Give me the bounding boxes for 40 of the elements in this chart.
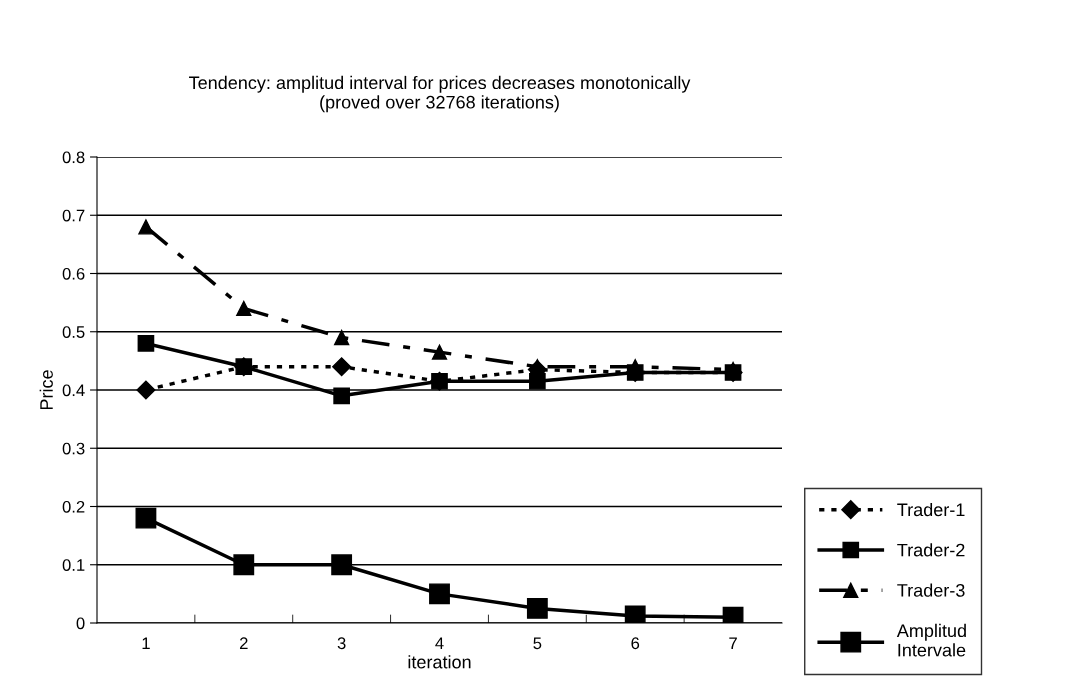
x-tick-label: 3 <box>337 637 346 650</box>
legend-label: Trader-2 <box>897 543 965 557</box>
point <box>235 358 253 376</box>
point <box>136 380 156 400</box>
point <box>334 329 350 346</box>
y-tick-label: 0 <box>76 617 85 630</box>
x-tick-label: 5 <box>533 637 542 650</box>
point <box>331 554 353 576</box>
point <box>236 300 252 317</box>
point <box>429 583 450 605</box>
legend-label: Trader-1 <box>897 502 965 517</box>
point <box>529 372 546 390</box>
x-tick-label: 6 <box>631 637 640 650</box>
y-tick-label: 0.7 <box>62 209 85 222</box>
x-tick-label: 7 <box>729 637 737 649</box>
y-tick-label: 0.1 <box>62 559 85 571</box>
y-tick-label: 0.4 <box>62 384 85 397</box>
point <box>138 219 154 235</box>
point <box>233 554 255 576</box>
x-tick-label: 2 <box>239 637 248 649</box>
chart-title: Tendency: amplitud interval for prices decreases monotonically (proved over 32768 iterations) <box>189 75 691 113</box>
y-tick-label: 0.5 <box>62 326 85 338</box>
point <box>624 605 646 623</box>
y-axis-title: Price <box>39 370 53 410</box>
y-tick-label: 0.8 <box>62 151 85 164</box>
point <box>332 357 352 377</box>
point <box>333 387 350 405</box>
legend-label: Amplitud Intervale <box>896 623 966 657</box>
x-tick-label: 1 <box>142 637 150 649</box>
point <box>135 507 157 529</box>
y-tick-label: 0.3 <box>62 442 85 455</box>
point <box>431 344 448 360</box>
point <box>137 335 155 352</box>
point <box>529 359 545 375</box>
point <box>526 598 548 619</box>
x-tick-label: 4 <box>435 637 444 649</box>
x-axis-title: iteration <box>408 655 471 669</box>
y-tick-label: 0.6 <box>62 267 85 280</box>
legend-label: Trader-3 <box>897 583 965 597</box>
y-tick-label: 0.2 <box>62 500 85 513</box>
